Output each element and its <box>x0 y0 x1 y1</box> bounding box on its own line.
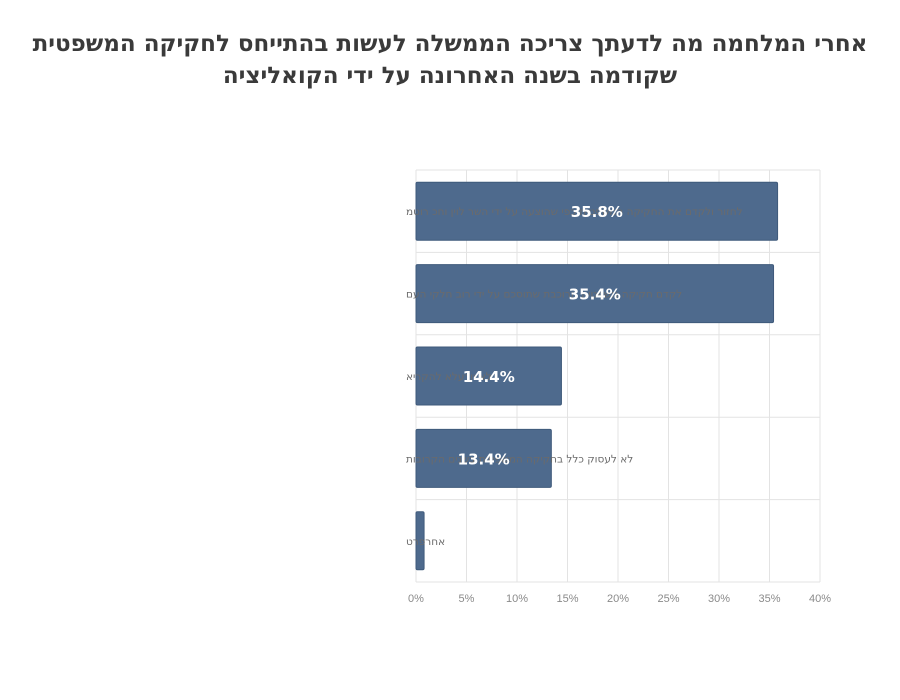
data-label-3: 13.4% <box>458 450 510 468</box>
category-labels: לחזור ולקדם את החקיקה המשפטית כפי שהוצעה… <box>406 206 743 548</box>
x-tick-label-2: 10% <box>506 593 528 605</box>
bar-4 <box>415 511 425 571</box>
x-tick-label-5: 25% <box>657 593 679 605</box>
bar-3 <box>415 428 552 488</box>
data-label-0: 35.8% <box>571 203 623 221</box>
category-label-3: לא לעסוק כלל בחקיקה המשפטית בשנים הקרובו… <box>406 453 633 465</box>
category-label-0: לחזור ולקדם את החקיקה המשפטית כפי שהוצעה… <box>406 206 743 218</box>
x-tick-label-1: 5% <box>459 593 475 605</box>
category-label-2: לא יודעלא להקריא <box>406 371 492 383</box>
data-labels: 35.8% 35.4% 14.4% 13.4% <box>458 203 623 468</box>
x-tick-label-3: 15% <box>556 593 578 605</box>
x-tick-label-0: 0% <box>408 593 424 605</box>
bars <box>415 181 779 571</box>
bar-1 <box>415 264 775 324</box>
x-tick-label-6: 30% <box>708 593 730 605</box>
x-tick-label-4: 20% <box>607 593 629 605</box>
chart-title-line-1: אחרי המלחמה מה לדעתך צריכה הממשלה לעשות … <box>32 31 868 57</box>
data-label-2: 14.4% <box>463 368 515 386</box>
bar-0 <box>415 181 779 241</box>
chart-title-line-2: שקודמה בשנה האחרונה על ידי הקואליציה <box>222 63 678 89</box>
x-axis-ticks: 0% 5% 10% 15% 20% 25% 30% 35% 40% <box>408 593 831 605</box>
bar-2 <box>415 346 562 406</box>
category-label-1: לקדם חקיקה משפטית מרוכבת שתוסכם על ידי ר… <box>406 289 682 301</box>
category-label-4: אחרפרט <box>406 536 445 548</box>
x-tick-label-7: 35% <box>758 593 780 605</box>
x-tick-label-8: 40% <box>809 593 831 605</box>
data-label-1: 35.4% <box>569 286 621 304</box>
chart-title: אחרי המלחמה מה לדעתך צריכה הממשלה לעשות … <box>30 28 870 92</box>
